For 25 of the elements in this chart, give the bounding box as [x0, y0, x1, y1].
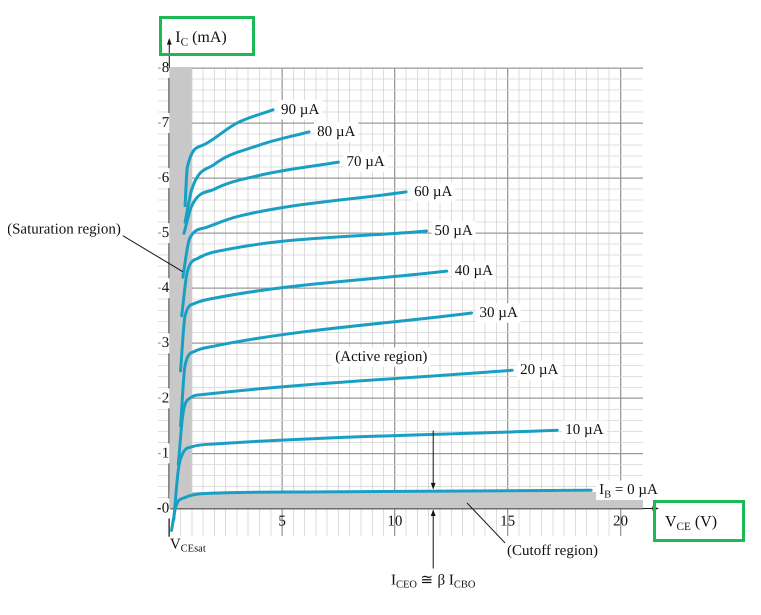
- series-label: 50 µA: [434, 222, 473, 239]
- series-label: 60 µA: [414, 184, 453, 200]
- series-label: 90 µA: [281, 102, 320, 118]
- y-tick-label: 5: [162, 225, 170, 242]
- y-tick-label: 3: [162, 335, 170, 352]
- series-label: 40 µA: [454, 263, 494, 280]
- y-tick-label: 8: [162, 60, 170, 76]
- x-tick-label: 15: [500, 513, 516, 530]
- series-label: 10 µA: [565, 422, 604, 438]
- y-tick-label: 2: [162, 390, 170, 406]
- series-label: 30 µA: [480, 304, 518, 321]
- y-tick-label: 0: [162, 500, 170, 516]
- y-tick-label: 6: [162, 170, 170, 186]
- y-tick-label: 4: [162, 280, 170, 296]
- series-label: 80 µA: [317, 124, 356, 140]
- x-tick-label: 10: [387, 513, 402, 530]
- y-tick-label: 7: [162, 114, 170, 131]
- text: (Cutoff region): [507, 542, 598, 559]
- series-label: 70 µA: [346, 154, 385, 170]
- x-tick-label: 20: [612, 513, 628, 530]
- annotation: (Saturation region): [7, 222, 121, 238]
- x-tick-label: 5: [278, 513, 286, 530]
- y-tick-label: 1: [162, 445, 170, 462]
- annotation: (Active region): [335, 348, 428, 365]
- series-label: 20 µA: [520, 362, 559, 378]
